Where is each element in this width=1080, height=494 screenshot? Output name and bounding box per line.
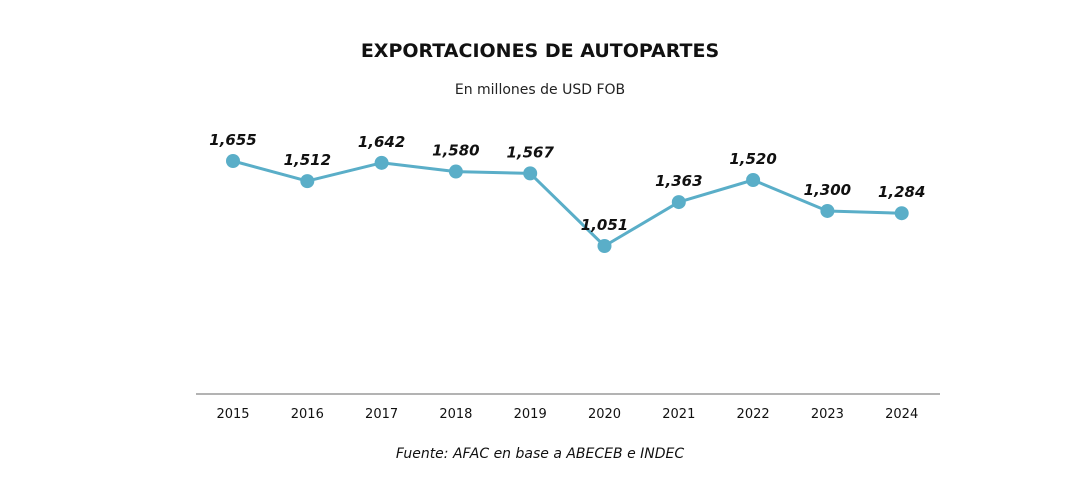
x-tick-label-2019: 2019 bbox=[514, 407, 547, 422]
data-label-2023: 1,300 bbox=[804, 181, 851, 199]
data-points bbox=[226, 154, 909, 253]
x-tick-labels: 2015 2016 2017 2018 2019 2020 2021 2022 2023 2024 bbox=[216, 407, 918, 422]
data-point-2018 bbox=[448, 164, 463, 179]
data-label-2024: 1,284 bbox=[878, 183, 925, 201]
data-label-2019: 1,567 bbox=[506, 143, 554, 161]
x-tick-label-2016: 2016 bbox=[291, 407, 324, 422]
x-tick-label-2023: 2023 bbox=[811, 407, 844, 422]
data-point-2016 bbox=[300, 174, 315, 189]
data-point-2022 bbox=[746, 172, 761, 187]
data-point-2021 bbox=[671, 195, 686, 210]
chart-subtitle: En millones de USD FOB bbox=[455, 82, 625, 98]
x-tick-label-2018: 2018 bbox=[439, 407, 472, 422]
data-label-2017: 1,642 bbox=[358, 133, 405, 151]
data-point-2020 bbox=[597, 239, 612, 253]
x-tick-label-2021: 2021 bbox=[662, 407, 695, 422]
data-label-2018: 1,580 bbox=[432, 142, 479, 160]
x-tick-label-2020: 2020 bbox=[588, 407, 621, 422]
data-point-2019 bbox=[523, 166, 538, 181]
x-tick-label-2017: 2017 bbox=[365, 407, 398, 422]
data-label-2022: 1,520 bbox=[729, 150, 776, 168]
data-labels: 1,655 1,512 1,642 1,580 1,567 1,051 1,363 1,520… bbox=[209, 131, 925, 234]
x-tick-label-2024: 2024 bbox=[885, 407, 918, 422]
series-line bbox=[232, 159, 902, 248]
chart-title: EXPORTACIONES DE AUTOPARTES bbox=[361, 40, 719, 62]
data-label-2021: 1,363 bbox=[655, 172, 702, 190]
x-tick-label-2022: 2022 bbox=[737, 407, 770, 422]
data-point-2015 bbox=[226, 154, 240, 168]
x-tick-label-2015: 2015 bbox=[216, 407, 249, 422]
data-point-2024 bbox=[894, 206, 909, 221]
plot-area: 1,655 1,512 1,642 1,580 1,567 1,051 1,363 1,520… bbox=[196, 131, 940, 422]
data-label-2020: 1,051 bbox=[581, 216, 628, 234]
data-point-2017 bbox=[374, 155, 389, 170]
data-label-2016: 1,512 bbox=[284, 151, 331, 169]
chart-source: Fuente: AFAC en base a ABECEB e INDEC bbox=[396, 446, 685, 462]
data-label-2015: 1,655 bbox=[209, 131, 256, 149]
data-point-2023 bbox=[820, 203, 835, 218]
